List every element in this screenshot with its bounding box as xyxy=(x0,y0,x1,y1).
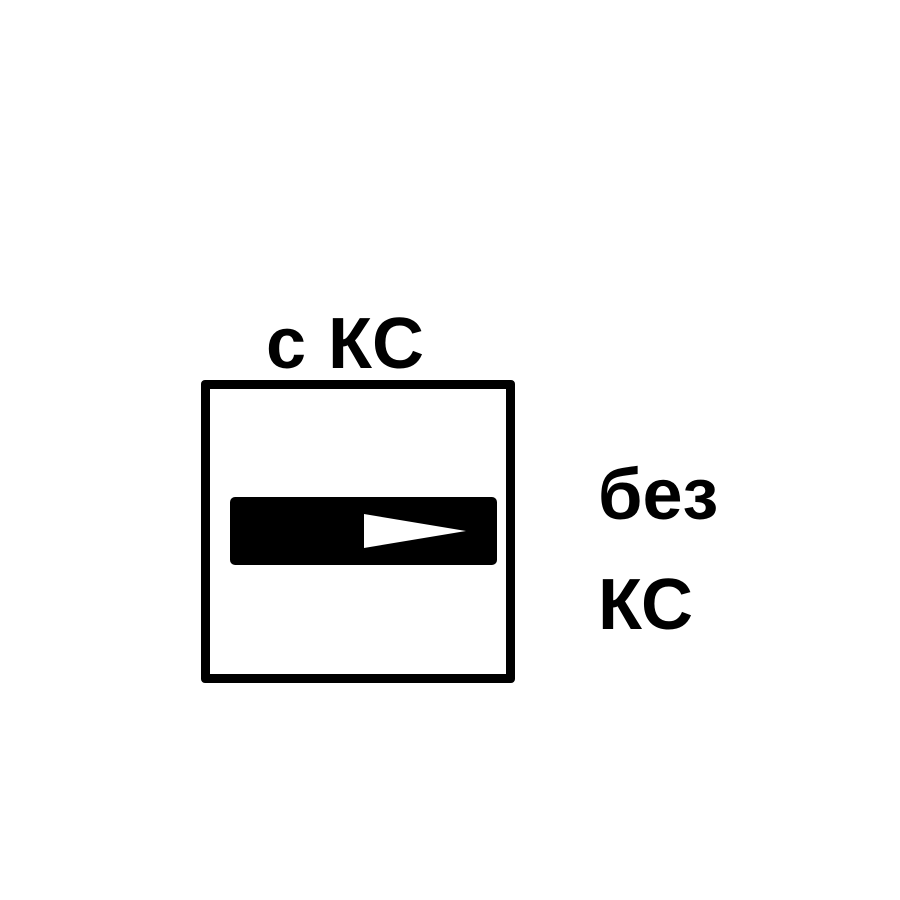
right-position-label-line1: без xyxy=(598,455,719,535)
top-position-label: с КС xyxy=(266,304,426,384)
right-position-label: без КС xyxy=(598,440,758,660)
arrow-right-shape xyxy=(364,514,466,548)
arrow-right-icon xyxy=(364,514,466,548)
right-position-label-line2: КС xyxy=(598,565,693,645)
